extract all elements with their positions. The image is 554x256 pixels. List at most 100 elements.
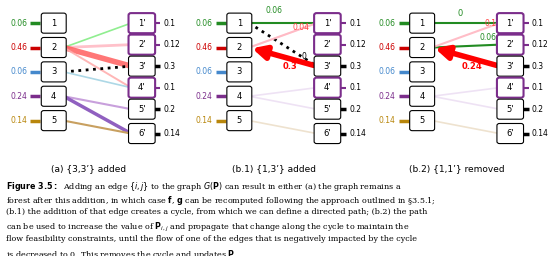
Text: 0.46: 0.46: [196, 43, 213, 52]
Text: 3: 3: [51, 67, 57, 76]
FancyBboxPatch shape: [497, 35, 524, 55]
Text: 3: 3: [419, 67, 425, 76]
Text: 6': 6': [324, 129, 331, 138]
Text: 0.3: 0.3: [282, 62, 297, 71]
Text: forest after this addition, in which case $\mathbf{f}$, $\mathbf{g}$ can be reco: forest after this addition, in which cas…: [6, 194, 435, 207]
Text: 4: 4: [237, 92, 242, 101]
FancyBboxPatch shape: [410, 111, 435, 131]
Text: 3: 3: [237, 67, 242, 76]
FancyBboxPatch shape: [314, 78, 341, 98]
Text: 3': 3': [138, 62, 146, 71]
Text: 5': 5': [506, 105, 514, 114]
Text: 0.06: 0.06: [378, 19, 396, 28]
FancyBboxPatch shape: [129, 99, 155, 119]
Text: (b.1) the addition of that edge creates a cycle, from which we can define a dire: (b.1) the addition of that edge creates …: [6, 208, 427, 216]
Text: 2: 2: [237, 43, 242, 52]
FancyBboxPatch shape: [497, 123, 524, 144]
Text: 0.14: 0.14: [532, 129, 548, 138]
FancyBboxPatch shape: [497, 56, 524, 76]
FancyBboxPatch shape: [314, 13, 341, 33]
Text: 0.06: 0.06: [10, 67, 27, 76]
Text: 6': 6': [506, 129, 514, 138]
FancyBboxPatch shape: [129, 123, 155, 144]
Text: 0.46: 0.46: [378, 43, 396, 52]
FancyBboxPatch shape: [129, 35, 155, 55]
Text: 0.14: 0.14: [349, 129, 366, 138]
Text: 0.1: 0.1: [532, 19, 544, 28]
FancyBboxPatch shape: [497, 99, 524, 119]
Text: 0.24: 0.24: [11, 92, 27, 101]
Text: 0.3: 0.3: [349, 62, 361, 71]
Text: 2': 2': [506, 40, 514, 49]
FancyBboxPatch shape: [42, 111, 66, 131]
Text: 0.06: 0.06: [479, 33, 496, 42]
Text: 3': 3': [506, 62, 514, 71]
Text: 0.12: 0.12: [349, 40, 366, 49]
Text: 6': 6': [138, 129, 146, 138]
Text: 0.46: 0.46: [10, 43, 27, 52]
FancyBboxPatch shape: [314, 56, 341, 76]
FancyBboxPatch shape: [42, 37, 66, 58]
Text: 0.06: 0.06: [196, 67, 213, 76]
FancyBboxPatch shape: [129, 78, 155, 98]
Text: 1: 1: [419, 19, 425, 28]
Text: 0.24: 0.24: [379, 92, 396, 101]
Text: 0.04: 0.04: [293, 23, 310, 32]
Text: 0.06: 0.06: [265, 6, 283, 15]
FancyBboxPatch shape: [410, 13, 435, 33]
Text: 5: 5: [51, 116, 57, 125]
Text: 0.14: 0.14: [163, 129, 180, 138]
Text: 2': 2': [324, 40, 331, 49]
Text: flow feasibility constraints, until the flow of one of the edges that is negativ: flow feasibility constraints, until the …: [6, 235, 417, 243]
Text: 0.14: 0.14: [11, 116, 27, 125]
FancyBboxPatch shape: [42, 13, 66, 33]
Text: 4': 4': [324, 83, 331, 92]
FancyBboxPatch shape: [314, 99, 341, 119]
Text: 0.06: 0.06: [378, 67, 396, 76]
Text: 0.1: 0.1: [349, 19, 361, 28]
Text: 4: 4: [51, 92, 57, 101]
Text: 0.3: 0.3: [163, 62, 176, 71]
Text: 0.1: 0.1: [163, 83, 176, 92]
FancyBboxPatch shape: [227, 86, 252, 106]
Text: 5': 5': [138, 105, 146, 114]
FancyBboxPatch shape: [42, 86, 66, 106]
Text: 0.14: 0.14: [379, 116, 396, 125]
Text: 0.2: 0.2: [163, 105, 176, 114]
Text: 1: 1: [51, 19, 57, 28]
Text: is decreased to 0. This removes the cycle and updates $\mathbf{P}$.: is decreased to 0. This removes the cycl…: [6, 248, 237, 256]
Text: $\mathbf{Figure\ 3.5:}$  Adding an edge $\{i,j\}$ to the graph $G(\mathbf{P})$ c: $\mathbf{Figure\ 3.5:}$ Adding an edge $…: [6, 180, 401, 194]
Text: can be used to increase the value of $\mathbf{P}_{i,j}$ and propagate that chang: can be used to increase the value of $\m…: [6, 221, 409, 234]
Text: 0.24: 0.24: [196, 92, 213, 101]
FancyBboxPatch shape: [129, 13, 155, 33]
Text: 2: 2: [51, 43, 57, 52]
Text: 0.1: 0.1: [485, 18, 497, 27]
Text: 0.12: 0.12: [532, 40, 548, 49]
FancyBboxPatch shape: [314, 35, 341, 55]
Text: 1: 1: [237, 19, 242, 28]
Text: (b.1) {1,3’} added: (b.1) {1,3’} added: [232, 164, 316, 173]
Text: 0.1: 0.1: [163, 19, 176, 28]
FancyBboxPatch shape: [227, 111, 252, 131]
Text: 0.2: 0.2: [532, 105, 544, 114]
Text: 0.24: 0.24: [462, 62, 483, 71]
Text: 0.06: 0.06: [196, 19, 213, 28]
Text: 4': 4': [506, 83, 514, 92]
FancyBboxPatch shape: [227, 13, 252, 33]
Text: 2: 2: [419, 43, 425, 52]
Text: 5': 5': [324, 105, 331, 114]
Text: 0.14: 0.14: [196, 116, 213, 125]
Text: 0.1: 0.1: [349, 83, 361, 92]
Text: 1': 1': [324, 19, 331, 28]
FancyBboxPatch shape: [410, 86, 435, 106]
FancyBboxPatch shape: [227, 62, 252, 82]
Text: 4': 4': [138, 83, 146, 92]
Text: 0.2: 0.2: [349, 105, 361, 114]
Text: 2': 2': [138, 40, 146, 49]
FancyBboxPatch shape: [129, 56, 155, 76]
FancyBboxPatch shape: [410, 62, 435, 82]
Text: 4: 4: [419, 92, 425, 101]
Text: 0: 0: [302, 52, 306, 61]
Text: 0: 0: [458, 9, 463, 18]
FancyBboxPatch shape: [227, 37, 252, 58]
